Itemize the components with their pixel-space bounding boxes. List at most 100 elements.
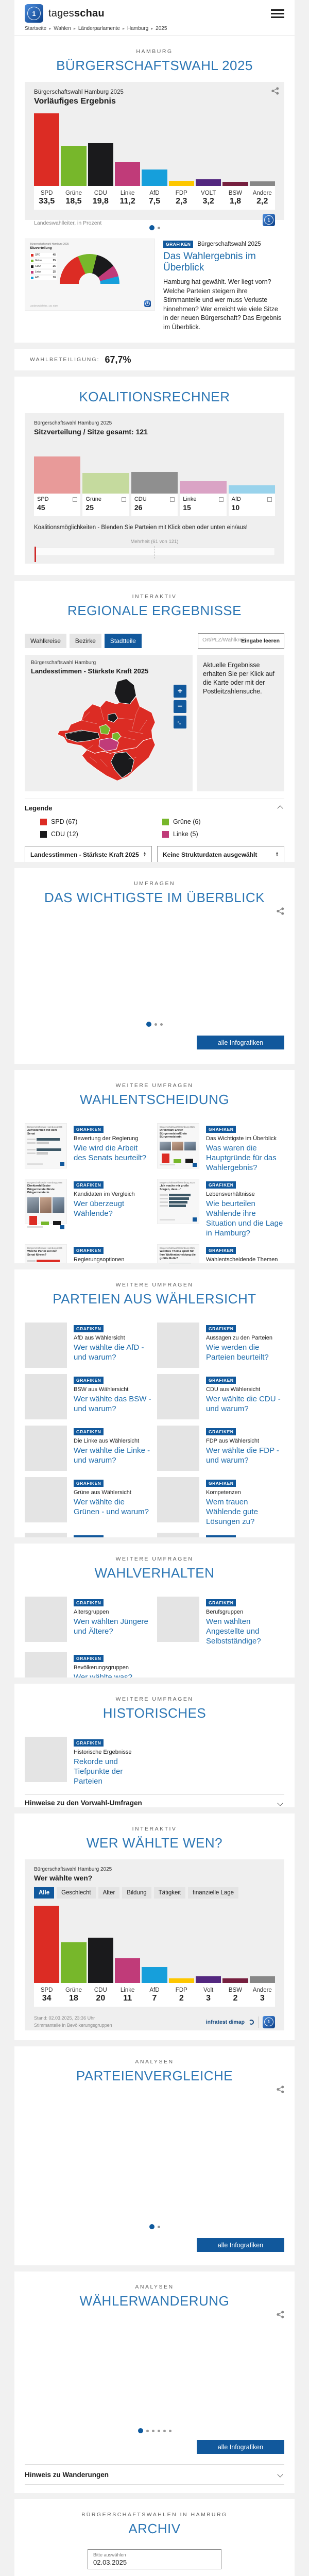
teaser[interactable]: Bürgerschaftswahl Hamburg 2025 Welche Par… (25, 1244, 152, 1263)
teaser-thumbnail[interactable] (25, 1533, 67, 1537)
teaser-thumbnail[interactable]: Bürgerschaftswahl Hamburg 2025 Direktwahl… (25, 1179, 67, 1229)
carousel-dot[interactable] (157, 226, 160, 229)
teaser[interactable]: GRAFIKEN BSW aus Wählersicht Wer wählte da… (25, 1374, 152, 1419)
teaser-thumbnail[interactable] (25, 1374, 67, 1419)
teaser-headline[interactable]: Was waren die Hauptgründe für das Wahler… (206, 1144, 277, 1173)
koalition-checkbox[interactable] (218, 497, 224, 502)
teaser[interactable]: Bürgerschaftswahl Hamburg 2025 Direktwahl… (157, 1123, 284, 1173)
zoom-in-button[interactable]: + (174, 685, 186, 698)
teaser[interactable]: GRAFIKEN Altersgruppen Wen wählten Jüngere… (25, 1597, 152, 1646)
teaser[interactable]: GRAFIKEN Kompetenzen Wem trauen Wählende g… (157, 1477, 284, 1527)
teaser-headline[interactable]: Wer wählte die CDU - und warum? (206, 1395, 281, 1414)
teaser-headline[interactable]: Das Wahlergebnis im Überblick (163, 251, 256, 273)
fullscreen-button[interactable]: ↔ (174, 716, 186, 728)
koalition-checkbox[interactable] (267, 497, 272, 502)
tab-wahlkreise[interactable]: Wahlkreise (25, 634, 66, 648)
tab-bezirke[interactable]: Bezirke (69, 634, 101, 648)
tab-tätigkeit[interactable]: Tätigkeit (153, 1887, 186, 1899)
teaser-thumbnail[interactable] (25, 1323, 67, 1368)
chart-bar[interactable] (61, 146, 87, 186)
teaser-thumbnail[interactable]: Bürgerschaftswahl Hamburg 2025 Zufriedenh… (25, 1123, 67, 1168)
teaser-headline[interactable]: Wie beurteilen Wählende ihre Situation u… (206, 1199, 283, 1238)
koalition-checkbox[interactable] (73, 497, 78, 502)
teaser-thumbnail[interactable]: Bürgerschaftswahl Hamburg 2025 Welches Th… (157, 1244, 199, 1263)
teaser[interactable]: GRAFIKEN AfD aus Wählersicht Wer wählte di… (25, 1323, 152, 1368)
koalition-party-column[interactable]: CDU 26 (131, 472, 178, 516)
breadcrumb-link[interactable]: Hamburg (127, 26, 149, 31)
teaser[interactable]: GRAFIKEN CDU aus Wählersicht Wer wählte di… (157, 1374, 284, 1419)
teaser[interactable]: GRAFIKEN Historische Ergebnisse Rekorde un… (25, 1737, 152, 1786)
alle-infografiken-button[interactable]: alle Infografiken (197, 1036, 284, 1049)
teaser-headline[interactable]: Wer wählte was? (74, 1673, 132, 1677)
zoom-out-button[interactable]: − (174, 700, 186, 713)
chart-bar[interactable] (34, 113, 60, 186)
teaser-thumbnail[interactable] (157, 1323, 199, 1368)
teaser[interactable]: Bürgerschaftswahl Hamburg 2025 Direktwahl… (25, 1179, 152, 1238)
chart-bar[interactable] (249, 1976, 275, 1983)
share-icon[interactable] (277, 907, 284, 915)
teaser-thumbnail[interactable]: Bürgerschaftswahl Hamburg 2025 Welche Par… (25, 1244, 67, 1263)
teaser-headline[interactable]: Wer wählte die Grünen - und warum? (74, 1498, 149, 1517)
carousel-dot[interactable] (146, 2429, 149, 2432)
koalition-party-column[interactable]: SPD 45 (34, 456, 81, 516)
hamburg-map[interactable] (31, 678, 180, 784)
carousel-dot[interactable] (157, 2225, 160, 2228)
teaser[interactable]: GRAFIKEN Die Linke aus Wählersicht Wer wäh… (25, 1426, 152, 1471)
tab-finanzielle-lage[interactable]: finanzielle Lage (188, 1887, 239, 1899)
tab-alter[interactable]: Alter (98, 1887, 120, 1899)
tagesschau-logo[interactable]: tagesschau (25, 4, 105, 23)
teaser-thumbnail[interactable] (25, 1477, 67, 1522)
map-metric-select[interactable]: Landesstimmen - Stärkste Kraft 2025 (25, 846, 152, 862)
breadcrumb-link[interactable]: Länderparlamente (78, 26, 120, 31)
alle-infografiken-button[interactable]: alle Infografiken (197, 2440, 284, 2454)
alle-infografiken-button[interactable]: alle Infografiken (197, 2238, 284, 2252)
region-search[interactable]: Ort/PLZ/Wahlkreis Eingabe leeren (198, 633, 284, 649)
chart-bar[interactable] (222, 1978, 248, 1983)
teaser-headline[interactable]: Wer wählte das BSW - und warum? (74, 1395, 151, 1414)
teaser[interactable]: Bürgerschaftswahl Hamburg 2025 Welches Th… (157, 1244, 284, 1263)
teaser-thumbnail[interactable]: Bürgerschaftswahl Hamburg 2025 Sitzverte… (25, 239, 155, 311)
teaser-thumbnail[interactable] (157, 1374, 199, 1419)
teaser-headline[interactable]: Wie werden die Parteien beurteilt? (206, 1343, 269, 1362)
koalition-bar[interactable] (131, 472, 178, 494)
share-icon[interactable] (271, 87, 279, 95)
teaser[interactable]: Bürgerschaftswahl Hamburg 2025 Zufriedenh… (25, 1123, 152, 1173)
koalition-bar[interactable] (34, 456, 81, 494)
archiv-date-select[interactable]: Bitte auswählen 02.03.2025 (88, 2549, 221, 2569)
teaser[interactable]: GRAFIKEN Bevölkerungsgruppen Wer wählte wa… (25, 1652, 152, 1677)
koalition-party-column[interactable]: Linke 15 (180, 481, 227, 516)
koalition-bar[interactable] (180, 481, 227, 494)
tab-stadtteile[interactable]: Stadtteile (104, 634, 142, 648)
teaser-thumbnail[interactable] (25, 1737, 67, 1782)
chart-bar[interactable] (88, 1938, 113, 1983)
chevron-up-icon[interactable] (277, 805, 283, 811)
breadcrumb-link[interactable]: Startseite (25, 26, 47, 31)
teaser-thumbnail[interactable]: Bürgerschaftswahl Hamburg 2025 „Ich mache… (157, 1179, 199, 1225)
koalition-party-column[interactable]: AfD 10 (228, 485, 276, 516)
koalition-bar[interactable] (82, 473, 129, 494)
carousel-dot[interactable] (160, 1023, 163, 1026)
chart-bar[interactable] (249, 181, 275, 186)
koalition-party-column[interactable]: Grüne 25 (82, 473, 129, 516)
breadcrumb-link[interactable]: Wahlen (54, 26, 71, 31)
chart-bar[interactable] (142, 1967, 167, 1983)
share-icon[interactable] (277, 2311, 284, 2318)
chart-bar[interactable] (142, 170, 167, 186)
carousel-dot[interactable] (149, 225, 154, 230)
teaser-thumbnail[interactable] (25, 1597, 67, 1642)
teaser-headline[interactable]: Wer wählte die Linke - und warum? (74, 1446, 150, 1465)
carousel-dot[interactable] (154, 1023, 157, 1026)
chart-bar[interactable] (114, 1958, 141, 1983)
teaser[interactable]: GRAFIKENWer wählte Volt und warum?Wer wä… (157, 1533, 284, 1537)
carousel-dot[interactable] (151, 2429, 154, 2432)
chart-bar[interactable] (61, 1942, 87, 1983)
carousel-dot[interactable] (157, 2429, 160, 2432)
teaser[interactable]: GRAFIKEN Berufsgruppen Wen wählten Angeste… (157, 1597, 284, 1646)
chart-bar[interactable] (195, 179, 221, 186)
teaser-thumbnail[interactable] (157, 1597, 199, 1642)
chart-bar[interactable] (168, 1978, 194, 1983)
chart-bar[interactable] (88, 143, 113, 186)
accordion-vorwahl-umfragen[interactable]: Hinweise zu den Vorwahl-Umfragen (25, 1794, 284, 1807)
chart-bar[interactable] (195, 1976, 221, 1983)
teaser-headline[interactable]: Wen wählten Angestellte und Selbstständi… (206, 1617, 261, 1646)
